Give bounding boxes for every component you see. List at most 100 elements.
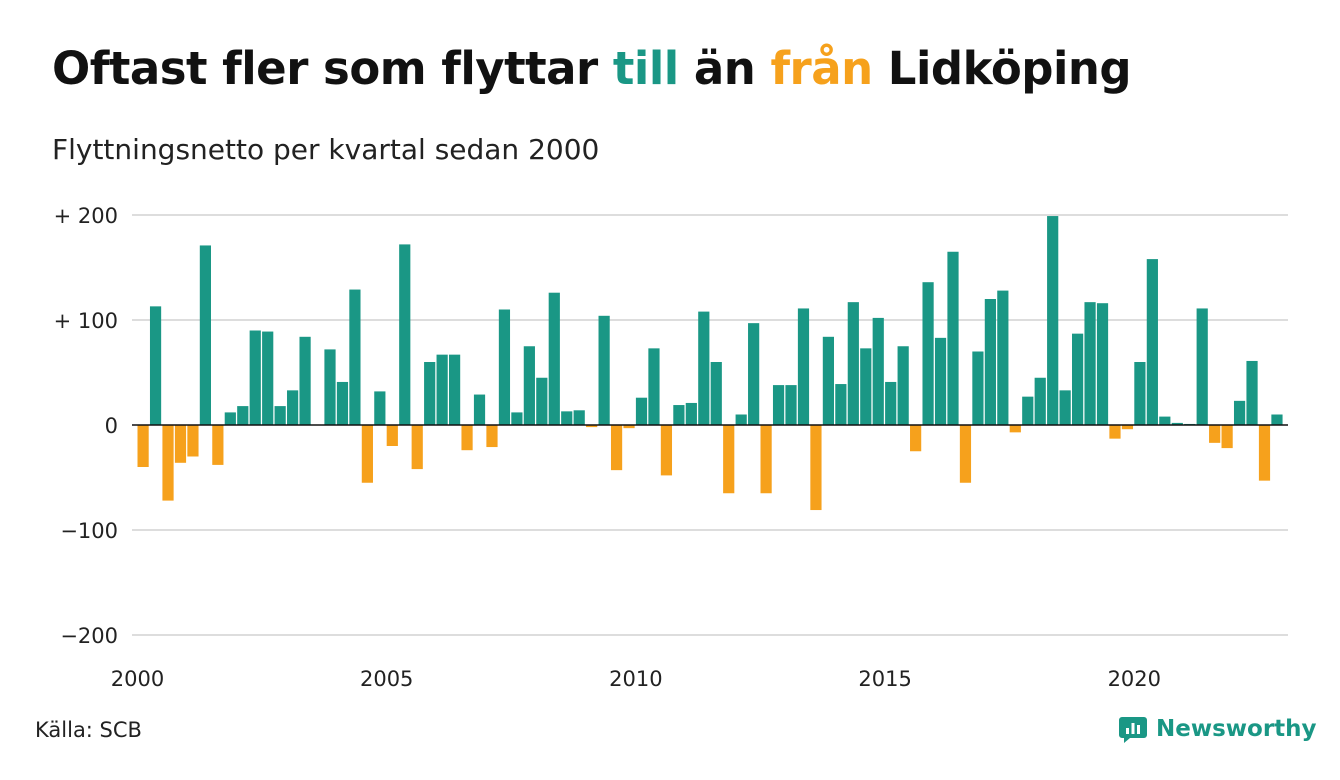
bar-positive: [885, 381, 897, 425]
bar-negative: [623, 425, 635, 429]
bar-positive: [1159, 416, 1171, 425]
bar-negative: [660, 425, 673, 476]
bar-positive: [536, 377, 548, 425]
bar-positive: [1233, 400, 1246, 425]
bar-positive: [274, 406, 286, 425]
y-tick-label: −200: [60, 624, 118, 648]
chart-subtitle: Flyttningsnetto per kvartal sedan 2000: [52, 133, 600, 166]
bar-positive: [473, 394, 486, 425]
bar-positive: [635, 397, 648, 425]
bar-negative: [1009, 425, 1021, 433]
bar-positive: [548, 292, 560, 425]
bar-positive: [498, 309, 511, 425]
bar-positive: [1196, 308, 1208, 425]
bar-negative: [760, 425, 772, 494]
bar-positive: [449, 354, 461, 425]
x-tick-label: 2015: [858, 667, 911, 691]
x-tick-label: 2005: [360, 667, 413, 691]
bar-positive: [374, 391, 386, 425]
bar-negative: [174, 425, 187, 463]
bar-negative: [361, 425, 373, 483]
bar-positive: [1271, 414, 1283, 425]
bar-positive: [673, 405, 685, 425]
bar-positive: [349, 289, 361, 425]
bar-positive: [573, 410, 585, 425]
bar-positive: [972, 351, 984, 425]
bar-positive: [735, 414, 747, 425]
bar-positive: [748, 323, 760, 425]
bar-positive: [598, 315, 610, 425]
bar-negative: [1221, 425, 1233, 449]
axes: + 200 + 100 0 −100 −200 2000 2005 2010 2015 2020: [54, 204, 1288, 691]
bar-positive: [1034, 377, 1046, 425]
bar-positive: [224, 412, 236, 425]
bar-positive: [860, 348, 872, 425]
bar-positive: [1171, 422, 1183, 425]
bar-negative: [1109, 425, 1121, 439]
title-fran-highlight: från: [770, 42, 873, 95]
newsworthy-logo-icon: [1119, 717, 1147, 743]
bar-negative: [486, 425, 498, 448]
bar-positive: [797, 308, 810, 425]
bar-positive: [785, 385, 797, 425]
bar-positive: [336, 381, 349, 425]
bar-positive: [523, 346, 535, 425]
bar-positive: [287, 390, 299, 425]
bar-positive: [997, 290, 1009, 425]
y-tick-label: 0: [105, 414, 118, 438]
bar-positive: [511, 412, 523, 425]
bar-positive: [772, 385, 785, 425]
bar-positive: [710, 362, 722, 425]
bar-negative: [1209, 425, 1221, 443]
bar-positive: [1047, 216, 1059, 425]
bar-positive: [237, 406, 249, 425]
bars: [137, 216, 1283, 511]
bar-positive: [822, 336, 834, 425]
bar-negative: [386, 425, 398, 446]
bar-positive: [872, 317, 884, 425]
bar-positive: [934, 337, 947, 425]
bar-positive: [399, 244, 411, 425]
bar-positive: [149, 306, 162, 425]
bar-negative: [1121, 425, 1134, 430]
bar-positive: [1246, 360, 1258, 425]
bar-positive: [1022, 396, 1034, 425]
bar-negative: [810, 425, 822, 511]
bar-positive: [436, 354, 448, 425]
y-tick-label: −100: [60, 519, 118, 543]
brand: Newsworthy: [1118, 714, 1317, 744]
bar-negative: [461, 425, 473, 451]
bar-positive: [1084, 302, 1096, 425]
bar-negative: [1258, 425, 1271, 481]
bar-positive: [324, 349, 336, 425]
title-till-highlight: till: [612, 42, 679, 95]
grid-lines: [132, 214, 1288, 636]
x-tick-label: 2020: [1108, 667, 1161, 691]
bar-positive: [984, 299, 996, 425]
bar-negative: [610, 425, 623, 471]
bar-negative: [212, 425, 224, 465]
bar-positive: [1134, 362, 1146, 425]
brand-name: Newsworthy: [1156, 716, 1317, 742]
bar-negative: [723, 425, 735, 494]
bar-positive: [922, 282, 934, 425]
title-part1: Oftast fler som flyttar: [52, 42, 613, 95]
bar-positive: [698, 311, 710, 425]
bar-positive: [947, 251, 959, 425]
bar-positive: [262, 331, 274, 425]
title-part2: än: [678, 42, 771, 95]
bar-positive: [1059, 390, 1071, 425]
bar-negative: [137, 425, 149, 467]
source-note: Källa: SCB: [35, 718, 142, 742]
title-part3: Lidköping: [872, 42, 1132, 95]
bar-positive: [299, 336, 311, 425]
bar-negative: [162, 425, 174, 501]
bar-positive: [847, 302, 859, 425]
bar-positive: [648, 348, 660, 425]
bar-positive: [685, 402, 697, 425]
bar-negative: [910, 425, 922, 452]
bar-positive: [897, 346, 909, 425]
bar-positive: [835, 384, 847, 425]
bar-positive: [1146, 259, 1158, 425]
